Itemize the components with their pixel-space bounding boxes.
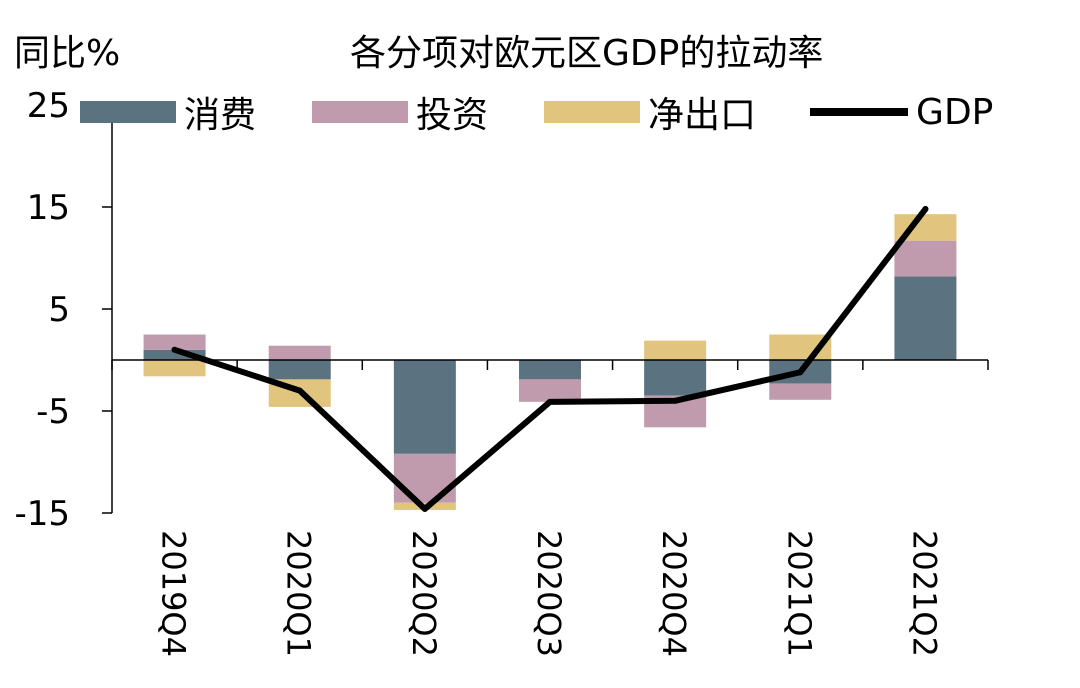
x-tick-label: 2021Q2 [905,530,943,657]
bar-investment-2021Q2 [894,240,957,277]
legend: 消费 投资 净出口 GDP [80,86,993,138]
legend-swatch-consumption [80,101,176,123]
y-tick-label: -5 [36,392,70,432]
legend-item-gdp: GDP [810,92,993,133]
legend-swatch-net-exports [544,101,641,123]
bar-net-exports-2020Q4 [644,340,707,360]
bar-consumption-2019Q4 [143,349,206,360]
bar-consumption-2020Q4 [644,360,707,396]
legend-swatch-investment [312,101,409,123]
bar-investment-2020Q1 [268,345,331,360]
y-tick-label: 15 [27,188,70,228]
y-axis-title: 同比% [14,33,121,74]
x-tick-label: 2019Q4 [155,530,193,657]
chart-title: 各分项对欧元区GDP的拉动率 [350,33,824,74]
gdp-point-2021Q2 [922,206,929,213]
legend-label-net-exports: 净出口 [648,95,757,136]
gdp-point-2021Q1 [797,369,804,376]
y-tick-label: -15 [14,494,70,534]
x-tick-label: 2020Q1 [280,530,318,657]
x-tick-label: 2020Q2 [405,530,443,657]
bar-consumption-2021Q2 [894,276,957,360]
legend-label-gdp: GDP [916,91,994,133]
bar-investment-2020Q3 [519,379,581,402]
legend-item-investment: 投资 [312,86,488,138]
legend-label-consumption: 消费 [184,95,257,136]
bar-investment-2019Q4 [143,334,206,350]
gdp-point-2020Q3 [547,398,553,405]
gdp-point-2020Q2 [421,505,428,512]
bar-consumption-2020Q2 [393,360,456,454]
bar-consumption-2020Q1 [268,360,331,380]
gdp-point-2019Q4 [171,346,178,353]
legend-item-net-exports: 净出口 [544,86,756,138]
gdp-point-2020Q1 [296,387,303,394]
bar-investment-2020Q2 [393,453,456,503]
legend-item-consumption: 消费 [80,86,256,138]
x-tick-label: 2020Q4 [655,530,693,657]
bar-net-exports-2019Q4 [143,360,206,377]
x-tick-label: 2021Q1 [780,530,818,657]
legend-swatch-gdp [810,108,909,116]
bar-consumption-2020Q3 [519,360,581,380]
x-tick-label: 2020Q3 [530,530,568,657]
gdp-point-2020Q4 [672,397,679,404]
y-tick-label: 5 [48,290,70,330]
bar-investment-2021Q1 [769,383,832,400]
legend-label-investment: 投资 [416,95,489,136]
y-tick-label: 25 [27,86,70,126]
